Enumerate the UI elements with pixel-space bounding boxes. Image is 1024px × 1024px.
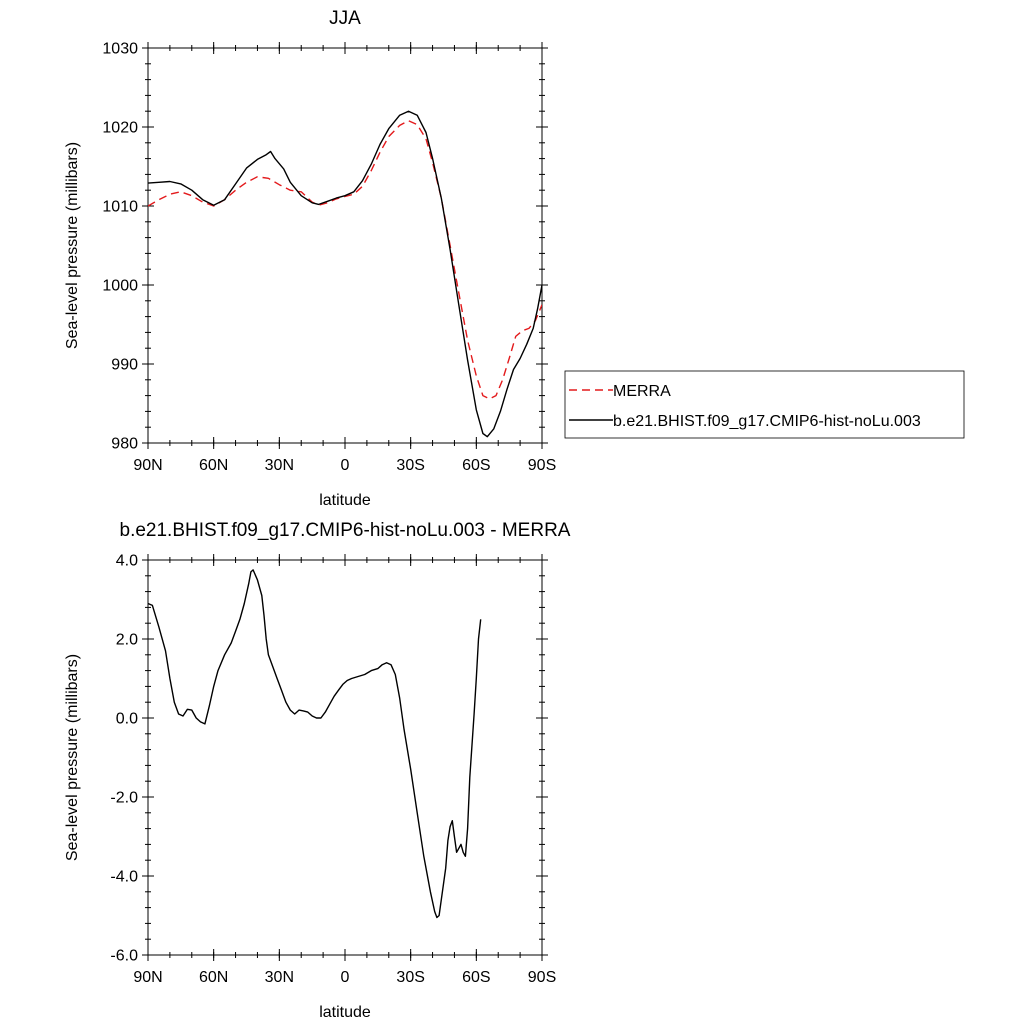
y-tick-label: 4.0 <box>116 553 138 570</box>
chart-title: JJA <box>329 8 361 29</box>
series-line-1 <box>148 120 542 400</box>
x-tick-label: 90S <box>528 969 556 986</box>
y-tick-label: -6.0 <box>110 948 138 965</box>
y-tick-label: 0.0 <box>116 711 138 728</box>
x-tick-label: 30N <box>265 969 294 986</box>
series-group <box>148 569 482 919</box>
x-tick-label: 90N <box>133 457 162 474</box>
y-tick-label: 1020 <box>102 120 138 137</box>
x-tick-label: 60N <box>199 969 228 986</box>
plot-frame <box>147 559 543 956</box>
series-line-1 <box>148 569 482 919</box>
x-tick-label: 30N <box>265 457 294 474</box>
legend: MERRA b.e21.BHIST.f09_g17.CMIP6-hist-noLu… <box>564 370 965 439</box>
x-tick-label: 60S <box>462 969 490 986</box>
minor-ticks <box>145 557 545 958</box>
series-line-2 <box>148 110 542 438</box>
x-tick-label: 30S <box>396 969 424 986</box>
x-axis-label: latitude <box>319 1004 371 1021</box>
y-tick-label: 980 <box>111 436 138 453</box>
chart-title: b.e21.BHIST.f09_g17.CMIP6-hist-noLu.003 … <box>120 520 571 541</box>
plot-frame <box>147 47 543 444</box>
legend-label-2: b.e21.BHIST.f09_g17.CMIP6-hist-noLu.003 <box>613 413 921 430</box>
x-tick-label: 0 <box>341 969 350 986</box>
legend-box <box>564 370 965 439</box>
x-tick-label: 30S <box>396 457 424 474</box>
legend-label-1: MERRA <box>613 383 671 400</box>
y-tick-label: 1000 <box>102 278 138 295</box>
chart-panel-2: b.e21.BHIST.f09_g17.CMIP6-hist-noLu.003 … <box>64 520 571 1021</box>
y-axis-label: Sea-level pressure (millibars) <box>64 142 81 349</box>
x-tick-label: 60S <box>462 457 490 474</box>
chart-panel-1: JJA 980 990 1000 1010 1020 1030 90N 60N 30N 0 30S 60… <box>64 8 965 509</box>
y-tick-label: -2.0 <box>110 790 138 807</box>
y-tick-label: 2.0 <box>116 632 138 649</box>
x-axis-label: latitude <box>319 492 371 509</box>
series-group <box>148 110 542 438</box>
y-tick-label: 1030 <box>102 41 138 58</box>
x-tick-label: 90N <box>133 969 162 986</box>
minor-ticks <box>145 45 545 446</box>
x-tick-label: 90S <box>528 457 556 474</box>
y-tick-label: -4.0 <box>110 869 138 886</box>
x-tick-label: 0 <box>341 457 350 474</box>
y-tick-label: 990 <box>111 357 138 374</box>
y-tick-label: 1010 <box>102 199 138 216</box>
x-tick-label: 60N <box>199 457 228 474</box>
y-axis-label: Sea-level pressure (millibars) <box>64 654 81 861</box>
